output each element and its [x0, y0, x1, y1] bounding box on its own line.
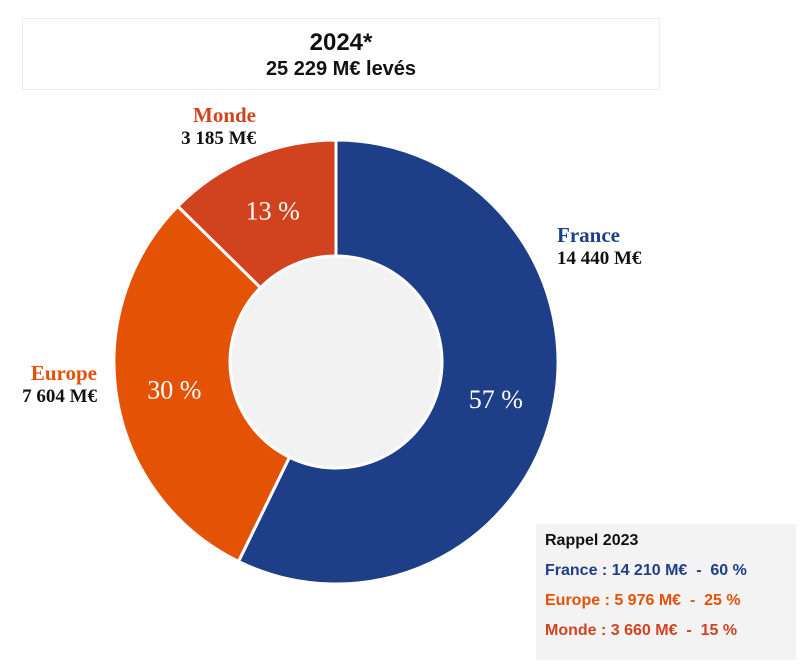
slice-europe	[112, 204, 292, 564]
slice-amount-europe: 7 604 M€	[22, 386, 97, 407]
chart-title-box: 2024* 25 229 M€ levés	[22, 18, 660, 90]
recall-row-europe: Europe : 5 976 M€ - 25 %	[545, 592, 741, 609]
slice-monde	[175, 138, 338, 290]
recall-title: Rappel 2023	[545, 532, 639, 549]
slice-name-europe: Europe	[30, 361, 97, 385]
slice-label-monde: Monde 3 185 M€	[181, 103, 256, 151]
recall-2023-box: Rappel 2023 France : 14 210 M€ - 60 % Eu…	[536, 524, 796, 660]
slice-name-france: France	[557, 223, 620, 247]
percent-label-france: 57 %	[469, 385, 523, 414]
percent-label-monde: 13 %	[246, 197, 300, 226]
chart-title: 2024*	[309, 29, 373, 56]
percent-label-europe: 30 %	[147, 376, 201, 405]
slice-label-europe: Europe 7 604 M€	[22, 361, 97, 409]
slice-amount-monde: 3 185 M€	[181, 128, 256, 149]
slice-label-france: France 14 440 M€	[557, 223, 641, 271]
slice-france	[236, 138, 560, 586]
chart-subtitle: 25 229 M€ levés	[265, 58, 417, 80]
recall-row-monde: Monde : 3 660 M€ - 15 %	[545, 622, 738, 639]
recall-row-france: France : 14 210 M€ - 60 %	[545, 562, 747, 579]
slice-amount-france: 14 440 M€	[557, 248, 642, 269]
donut-center	[231, 257, 441, 467]
slice-name-monde: Monde	[193, 103, 256, 127]
